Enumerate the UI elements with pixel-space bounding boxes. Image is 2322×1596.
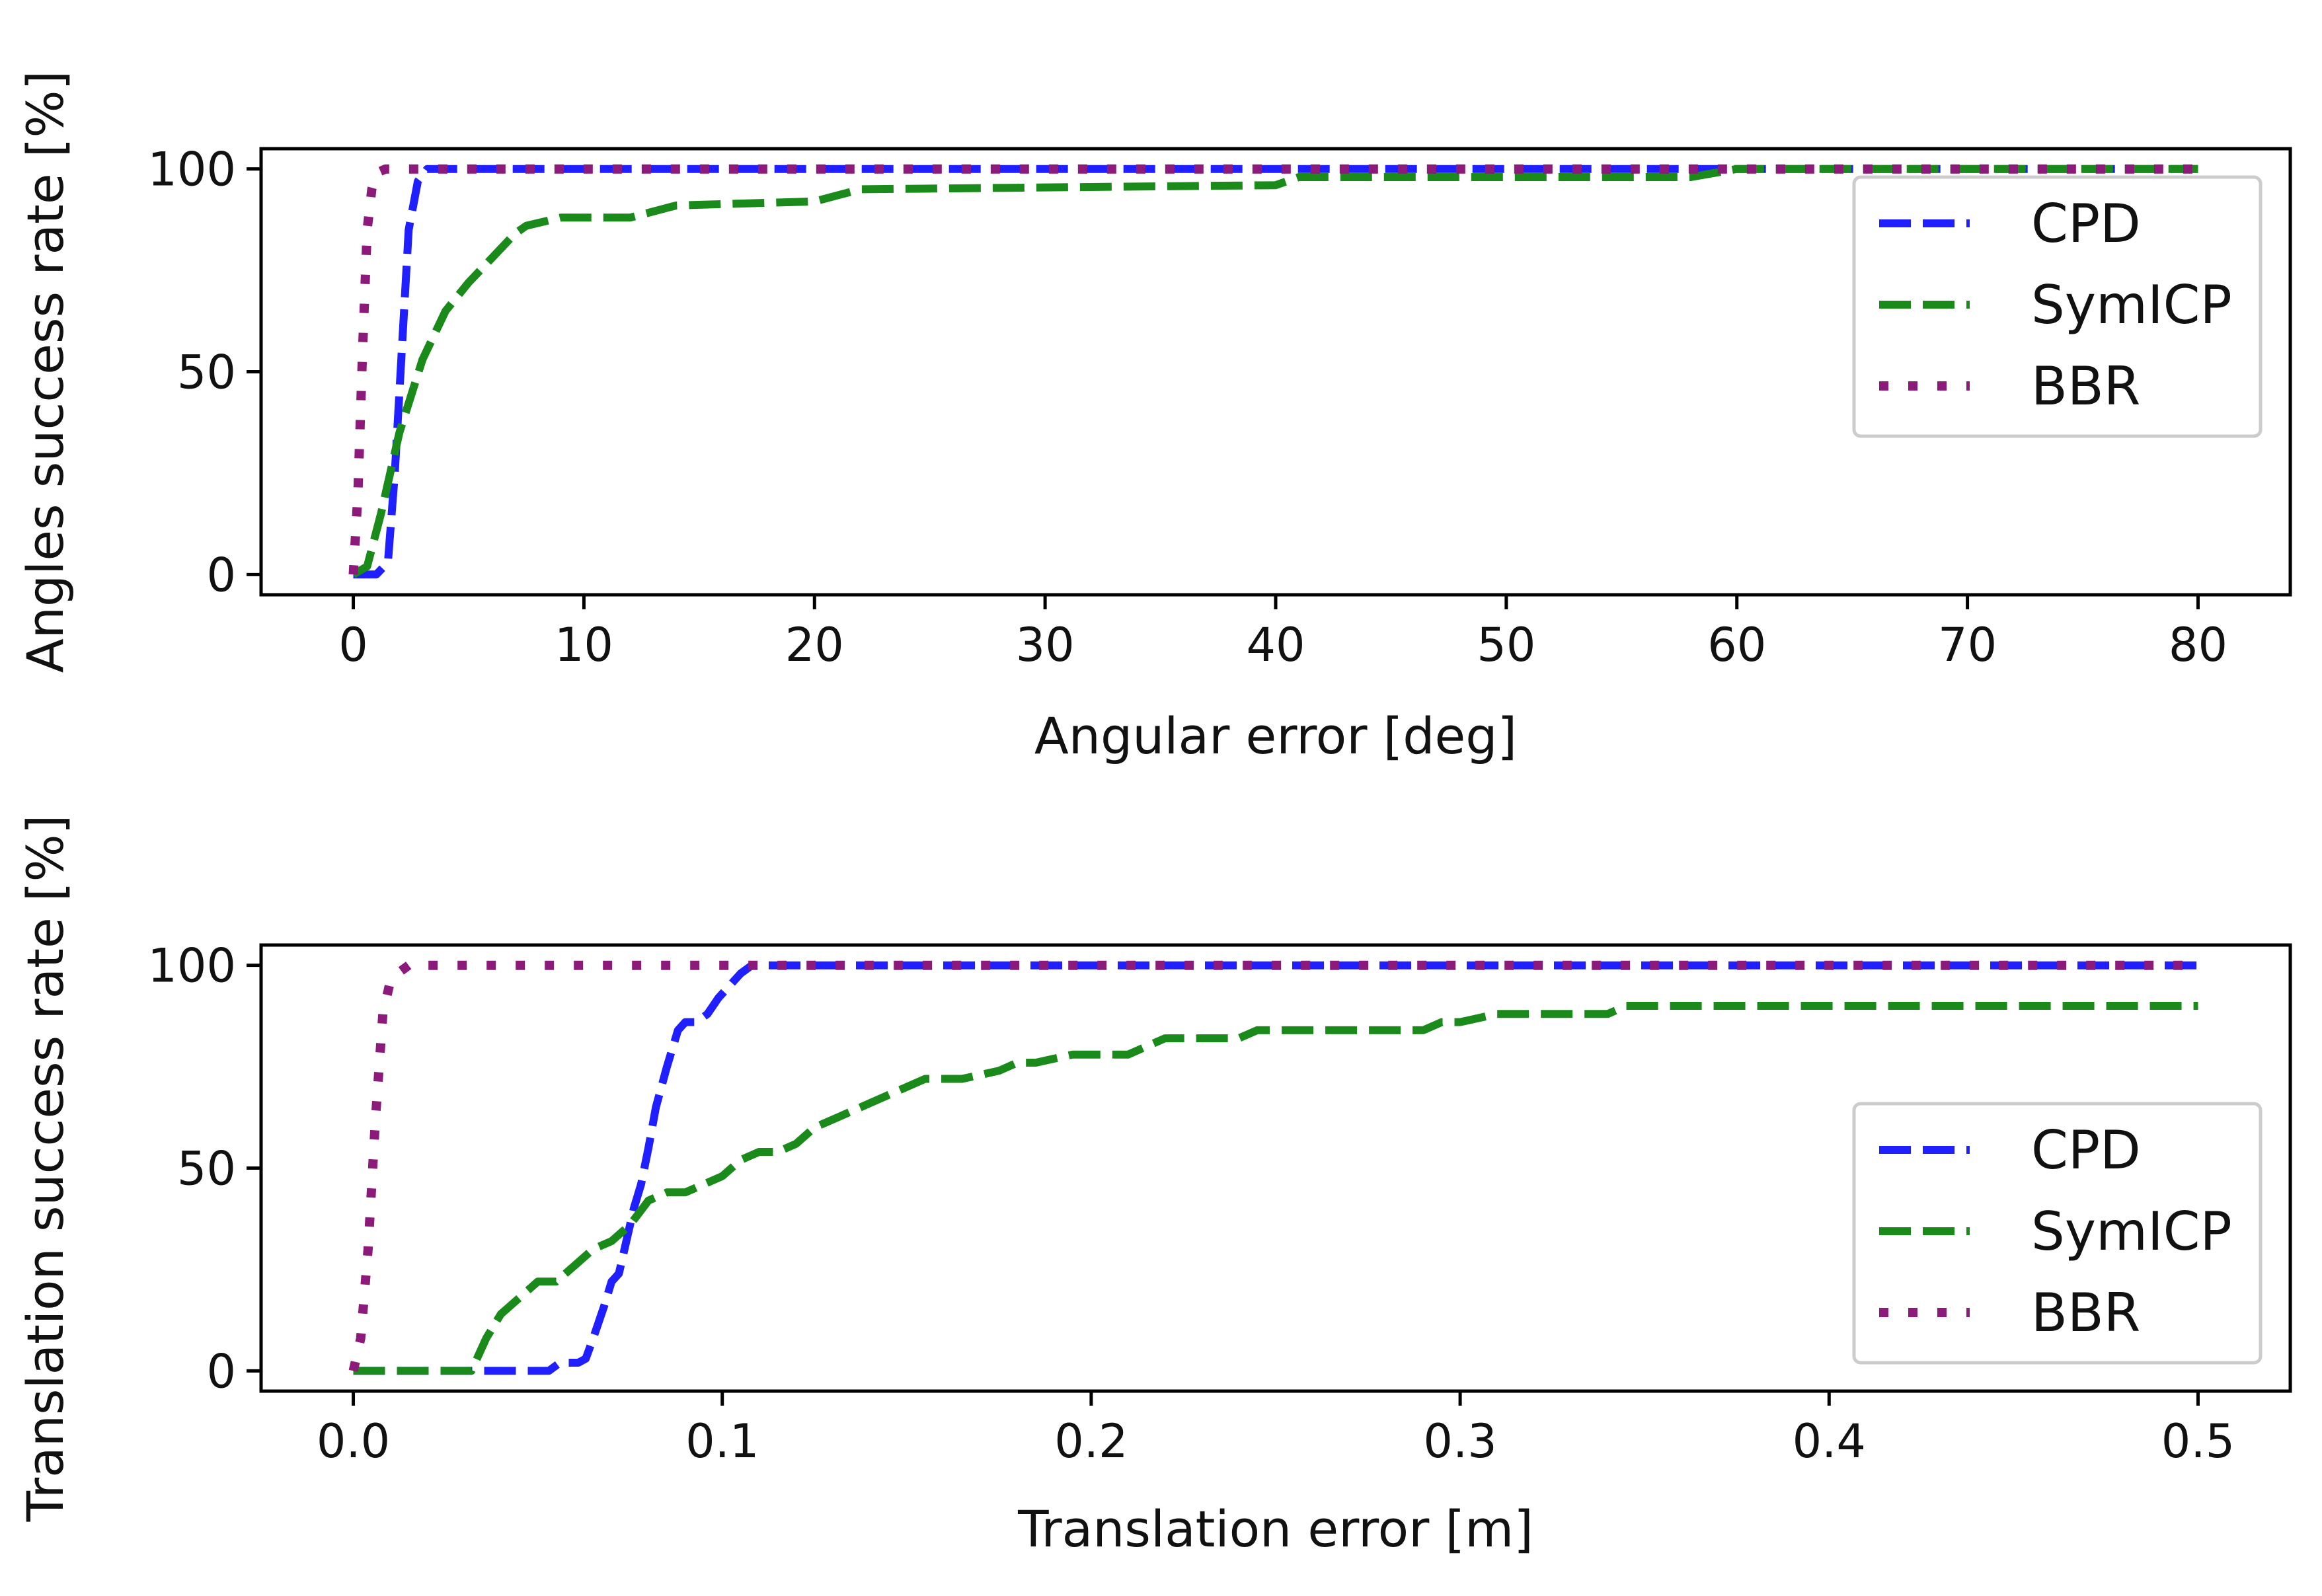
x-tick-label: 30 xyxy=(1016,618,1075,672)
x-tick-label: 0.1 xyxy=(685,1414,759,1468)
x-tick-label: 20 xyxy=(785,618,844,672)
y-tick-label: 100 xyxy=(147,939,236,993)
legend: CPD SymICP BBR xyxy=(1852,1102,2263,1365)
series-line-bbr xyxy=(348,960,2198,1372)
series-line-symicp xyxy=(353,1002,2198,1375)
x-tick-label: 0.5 xyxy=(2161,1414,2235,1468)
y-tick-label: 50 xyxy=(177,346,236,400)
series-group xyxy=(348,164,2198,579)
y-axis-label: Angles success rate [%] xyxy=(16,71,75,673)
chart-panel-1: 0 10 20 30 40 50 60 70 80 0 50 100 Angular error [de… xyxy=(16,71,2292,765)
chart-panel-2: 0.0 0.1 0.2 0.3 0.4 0.5 0 50 100 Translation erro… xyxy=(16,815,2292,1558)
series-line-bbr xyxy=(348,164,2198,575)
legend-label-cpd: CPD xyxy=(2031,1120,2141,1181)
x-tick-label: 0.4 xyxy=(1793,1414,1866,1468)
legend: CPD SymICP BBR xyxy=(1852,175,2263,438)
legend-label-cpd: CPD xyxy=(2031,193,2141,254)
x-tick-label: 40 xyxy=(1246,618,1305,672)
x-tick-label: 0.2 xyxy=(1054,1414,1128,1468)
x-tick-label: 0.3 xyxy=(1423,1414,1496,1468)
x-axis-label: Angular error [deg] xyxy=(1034,706,1517,765)
series-line-cpd xyxy=(353,961,2198,1375)
x-tick-label: 0.0 xyxy=(317,1414,390,1468)
x-tick-label: 60 xyxy=(1707,618,1766,672)
x-tick-label: 50 xyxy=(1477,618,1535,672)
y-axis-label: Translation success rate [%] xyxy=(16,815,75,1523)
series-line-cpd xyxy=(353,165,2198,579)
legend-label-bbr: BBR xyxy=(2031,1282,2140,1344)
legend-box xyxy=(1852,175,2263,438)
series-group xyxy=(348,960,2198,1375)
x-tick-label: 70 xyxy=(1938,618,1997,672)
legend-label-symicp: SymICP xyxy=(2031,1201,2232,1262)
y-tick-label: 0 xyxy=(206,1344,236,1398)
legend-label-symicp: SymICP xyxy=(2031,274,2232,336)
y-tick-label: 100 xyxy=(147,143,236,197)
x-tick-label: 10 xyxy=(555,618,613,672)
y-tick-label: 50 xyxy=(177,1142,236,1196)
x-axis-label: Translation error [m] xyxy=(1017,1500,1533,1558)
x-tick-label: 0 xyxy=(338,618,368,672)
series-line-symicp xyxy=(351,165,2198,578)
x-tick-label: 80 xyxy=(2169,618,2227,672)
legend-box xyxy=(1852,1102,2263,1365)
legend-label-bbr: BBR xyxy=(2031,356,2140,417)
y-tick-label: 0 xyxy=(206,548,236,602)
